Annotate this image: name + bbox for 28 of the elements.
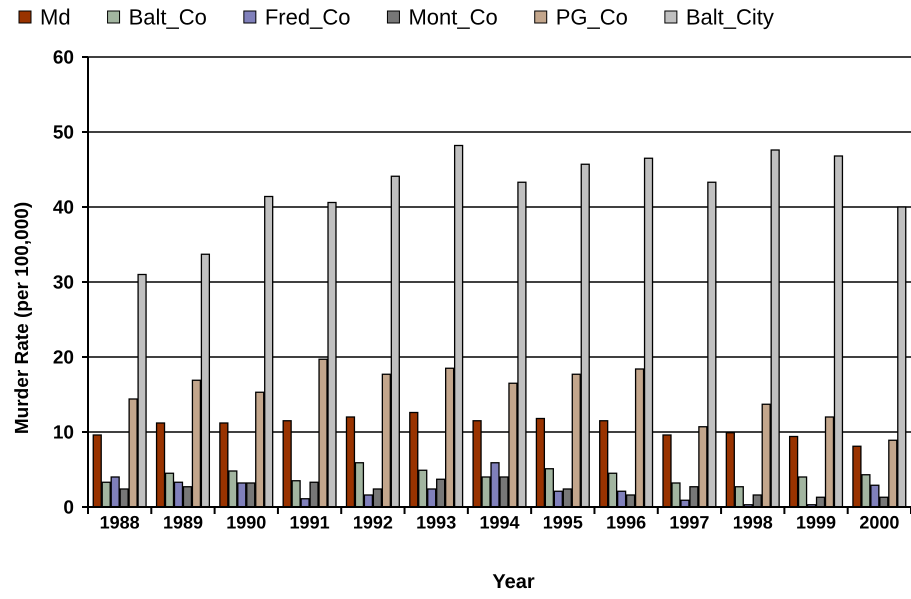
x-tick-label: 1990 <box>226 512 266 532</box>
y-tick-label: 20 <box>52 348 74 369</box>
x-tick-label: 1993 <box>416 512 456 532</box>
x-tick-label: 1994 <box>479 512 520 532</box>
y-tick-label: 0 <box>63 498 74 519</box>
y-tick-label: 10 <box>52 422 74 444</box>
x-tick-label: 1991 <box>290 512 330 532</box>
x-tick-label: 1996 <box>606 512 646 532</box>
x-tick-label: 1992 <box>352 512 393 532</box>
y-axis-title: Murder Rate (per 100,000) <box>12 202 33 434</box>
x-tick-label: 1995 <box>542 512 583 532</box>
legend-label: Fred_Co <box>264 4 350 30</box>
legend-label: Md <box>40 4 71 30</box>
legend-label: PG_Co <box>556 4 628 30</box>
x-tick-label: 1988 <box>100 512 140 532</box>
legend-label: Mont_Co <box>408 4 498 30</box>
y-tick-label: 40 <box>52 198 74 219</box>
legend-label: Balt_Co <box>128 4 207 30</box>
x-tick-label: 1997 <box>669 512 710 532</box>
legend-label: Balt_City <box>686 4 774 30</box>
y-tick-label: 30 <box>52 272 74 294</box>
x-tick-label: 1998 <box>732 512 773 532</box>
x-tick-label: 2000 <box>859 512 900 532</box>
x-tick-label: 1989 <box>162 512 203 532</box>
y-tick-label: 50 <box>52 122 74 144</box>
y-tick-label: 60 <box>52 48 74 69</box>
x-tick-label: 1999 <box>796 512 836 532</box>
x-axis-title: Year <box>492 571 535 593</box>
